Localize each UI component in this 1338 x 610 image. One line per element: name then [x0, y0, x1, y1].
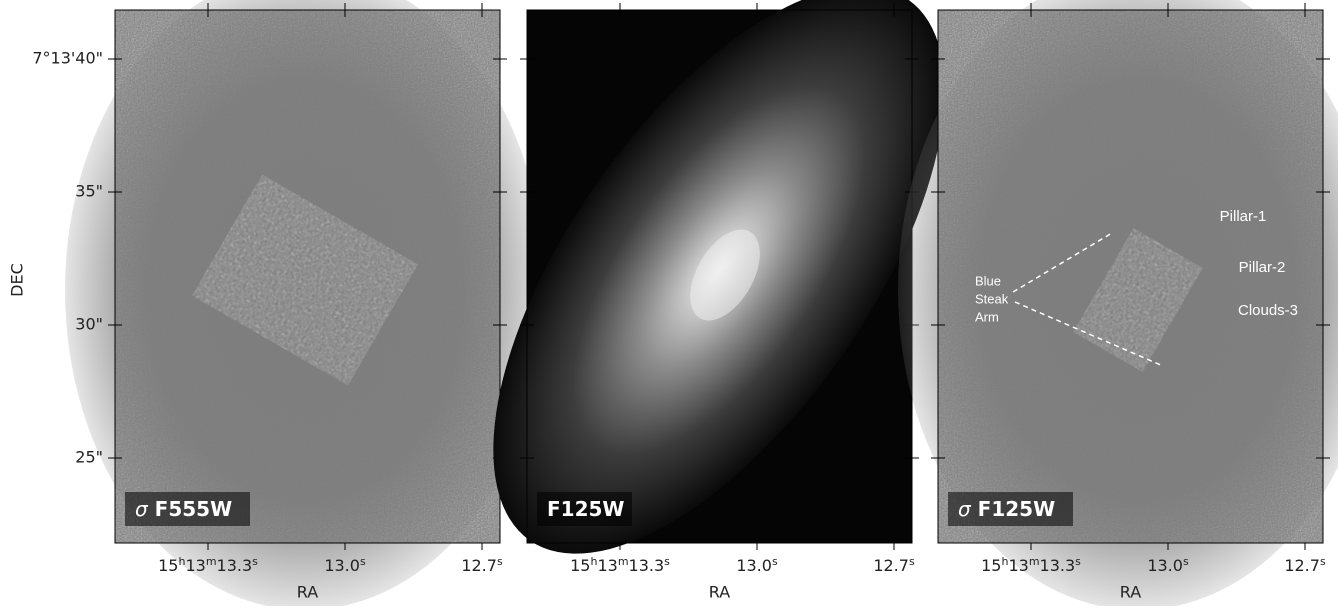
- tick-unit: s: [664, 555, 670, 568]
- tick-number: 13.0: [736, 556, 772, 575]
- feature-label: Pillar-1: [1220, 208, 1267, 225]
- y-tick-label: 7°13'40": [32, 49, 103, 68]
- galaxy-core: [690, 229, 760, 321]
- tick-unit: m: [618, 555, 629, 568]
- tick-unit: m: [206, 555, 217, 568]
- x-axis-label: RA: [1120, 583, 1141, 602]
- panel-label: σ F555W: [135, 497, 232, 521]
- x-tick-label: 12.7s: [1284, 555, 1326, 574]
- tick-number: 13: [185, 556, 205, 575]
- x-tick-label: 15h13m13.3s: [981, 555, 1081, 574]
- tick-unit: m: [1029, 555, 1040, 568]
- tick-number: 15: [981, 556, 1001, 575]
- tick-number: 13.3: [1040, 556, 1076, 575]
- tick-unit: s: [1320, 555, 1326, 568]
- tick-number: 15: [570, 556, 590, 575]
- tick-unit: s: [360, 555, 366, 568]
- tick-unit: h: [178, 555, 185, 568]
- tick-unit: s: [909, 555, 915, 568]
- panel: 7°13'40"35"30"25"15h13m13.3s 13.0s 12.7sRA…: [32, 0, 545, 610]
- y-axis-label: DEC: [8, 263, 27, 297]
- tick-unit: s: [1075, 555, 1081, 568]
- label-box: [948, 492, 1073, 526]
- tick-number: 13.0: [324, 556, 360, 575]
- tick-unit: s: [252, 555, 258, 568]
- panel-frame: [114, 9, 501, 544]
- y-tick-label: 30": [75, 315, 103, 334]
- feature-label: Pillar-2: [1239, 259, 1286, 276]
- x-tick-label: 13.0s: [324, 555, 366, 574]
- panel-symbol: σ: [135, 497, 149, 521]
- structure: [1092, 244, 1184, 356]
- panel-label: F125W: [547, 497, 624, 521]
- tick-unit: h: [590, 555, 597, 568]
- x-tick-label: 12.7s: [461, 555, 503, 574]
- arm-label: Steak: [975, 291, 1009, 306]
- panel-symbol: σ: [958, 497, 972, 521]
- tick-number: 13.0: [1147, 556, 1183, 575]
- tick-unit: s: [497, 555, 503, 568]
- tick-number: 13.3: [217, 556, 253, 575]
- arm-label: Arm: [975, 309, 999, 324]
- x-tick-label: 15h13m13.3s: [158, 555, 258, 574]
- label-box: [537, 492, 632, 526]
- arm-label: Blue: [975, 273, 1001, 288]
- structure: [219, 204, 391, 356]
- x-tick-label: 13.0s: [736, 555, 778, 574]
- x-tick-label: 15h13m13.3s: [570, 555, 670, 574]
- tick-number: 12.7: [1284, 556, 1320, 575]
- panel-frame: [937, 9, 1324, 544]
- tick-number: 13.3: [629, 556, 665, 575]
- x-tick-label: 12.7s: [873, 555, 915, 574]
- panel-name: F125W: [547, 497, 624, 521]
- tick-number: 12.7: [461, 556, 497, 575]
- x-tick-label: 13.0s: [1147, 555, 1189, 574]
- panel-name: F125W: [978, 497, 1055, 521]
- x-axis-label: RA: [709, 583, 730, 602]
- x-axis-label: RA: [297, 583, 318, 602]
- y-tick-label: 25": [75, 448, 103, 467]
- tick-unit: s: [1183, 555, 1189, 568]
- panel-label: σ F125W: [958, 497, 1055, 521]
- panel-name: F555W: [155, 497, 232, 521]
- tick-unit: h: [1001, 555, 1008, 568]
- tick-number: 13: [597, 556, 617, 575]
- pointer-line: [1012, 232, 1113, 293]
- tick-unit: s: [772, 555, 778, 568]
- tick-number: 15: [158, 556, 178, 575]
- label-box: [125, 492, 250, 526]
- tick-number: 12.7: [873, 556, 909, 575]
- feature-label: Clouds-3: [1238, 302, 1298, 319]
- y-tick-label: 35": [75, 182, 103, 201]
- tick-number: 13: [1008, 556, 1028, 575]
